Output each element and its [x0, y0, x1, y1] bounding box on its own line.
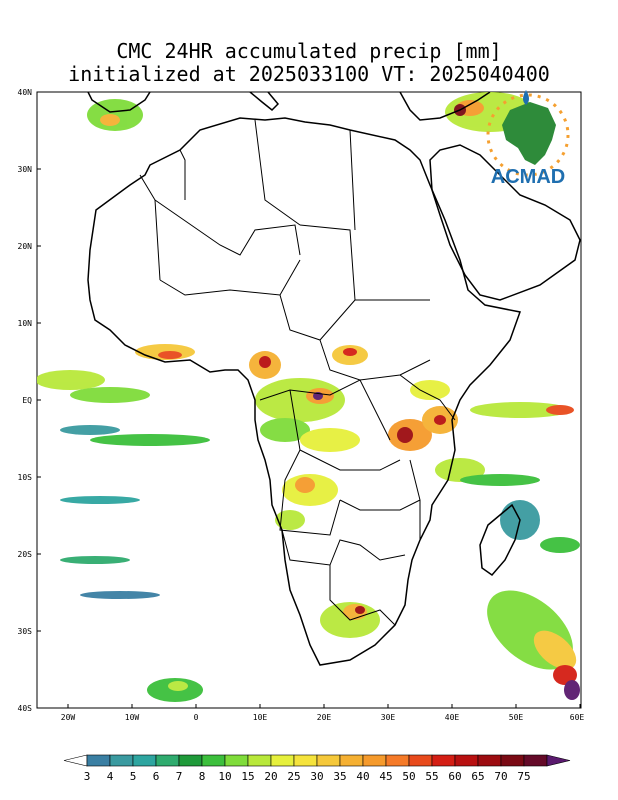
colorbar-label: 70	[494, 770, 507, 783]
colorbar-label: 7	[176, 770, 183, 783]
y-tick-label: 20N	[18, 242, 33, 251]
eastern-med-coast	[399, 92, 491, 121]
colorbar-label: 45	[379, 770, 392, 783]
colorbar-label: 50	[402, 770, 415, 783]
colorbar-under-triangle	[63, 754, 88, 767]
colorbar-swatch	[477, 754, 502, 767]
colorbar: 3 4 5 6 7 8 10 15 20 25 30 35 40 45 50 55 60 65 70 75	[63, 754, 571, 783]
x-tick-label: 40E	[445, 713, 460, 722]
colorbar-label: 30	[310, 770, 323, 783]
x-tick-label: 10E	[253, 713, 268, 722]
colorbar-label: 55	[425, 770, 438, 783]
colorbar-swatch	[109, 754, 134, 767]
africa-logo-icon	[502, 102, 556, 165]
x-axis: 20W 10W 0 10E 20E 30E 40E 50E 60E	[61, 704, 585, 722]
colorbar-swatch	[362, 754, 387, 767]
y-tick-label: 40N	[18, 88, 33, 97]
y-tick-label: 10N	[18, 319, 33, 328]
colorbar-swatch	[339, 754, 364, 767]
y-tick-label: 10S	[18, 473, 33, 482]
colorbar-label: 20	[264, 770, 277, 783]
water-drop-icon	[523, 90, 529, 105]
acmad-logo-text: ACMAD	[491, 166, 565, 188]
map-content	[37, 92, 581, 702]
arabia-coast	[429, 144, 581, 301]
x-tick-label: 50E	[509, 713, 524, 722]
x-tick-label: 20E	[317, 713, 332, 722]
colorbar-swatch	[431, 754, 456, 767]
y-tick-label: 40S	[18, 704, 33, 713]
colorbar-swatch	[155, 754, 180, 767]
colorbar-swatch	[385, 754, 410, 767]
colorbar-swatch	[247, 754, 272, 767]
x-tick-label: 20W	[61, 713, 76, 722]
colorbar-swatch	[316, 754, 341, 767]
y-tick-label: 30N	[18, 165, 33, 174]
iberia-coast	[87, 92, 151, 113]
colorbar-label: 75	[517, 770, 530, 783]
precip-field	[37, 92, 580, 702]
colorbar-label: 15	[241, 770, 254, 783]
africa-coastline	[87, 117, 521, 666]
acmad-logo: ACMAD	[486, 90, 570, 188]
colorbar-over-triangle	[546, 754, 571, 767]
italy-coast	[249, 92, 280, 112]
colorbar-label: 60	[448, 770, 461, 783]
colorbar-label: 40	[356, 770, 369, 783]
colorbar-label: 6	[153, 770, 160, 783]
x-tick-label: 30E	[381, 713, 396, 722]
country-borders	[139, 119, 456, 626]
colorbar-swatch	[500, 754, 525, 767]
colorbar-label: 5	[130, 770, 137, 783]
x-tick-label: 10W	[125, 713, 140, 722]
colorbar-label: 25	[287, 770, 300, 783]
x-tick-label: 60E	[570, 713, 585, 722]
y-tick-label: EQ	[22, 396, 32, 405]
colorbar-swatch	[270, 754, 295, 767]
y-tick-label: 20S	[18, 550, 33, 559]
colorbar-swatch	[201, 754, 226, 767]
colorbar-label: 8	[199, 770, 206, 783]
colorbar-swatch	[132, 754, 157, 767]
colorbar-swatch	[408, 754, 433, 767]
colorbar-swatch	[293, 754, 318, 767]
colorbar-label: 10	[218, 770, 231, 783]
y-tick-label: 30S	[18, 627, 33, 636]
colorbar-swatch	[523, 754, 548, 767]
madagascar	[479, 503, 521, 577]
colorbar-label: 3	[84, 770, 91, 783]
colorbar-label: 4	[107, 770, 114, 783]
colorbar-swatch	[178, 754, 203, 767]
colorbar-swatch	[224, 754, 249, 767]
x-tick-label: 0	[194, 713, 199, 722]
colorbar-swatch	[454, 754, 479, 767]
colorbar-label: 65	[471, 770, 484, 783]
colorbar-swatch	[86, 754, 111, 767]
map-title-line2: initialized at 2025033100 VT: 2025040400	[68, 62, 550, 86]
map-title-line1: CMC 24HR accumulated precip [mm]	[116, 39, 502, 63]
colorbar-label: 35	[333, 770, 346, 783]
y-axis: 40N 30N 20N 10N EQ 10S 20S 30S 40S	[18, 88, 41, 713]
